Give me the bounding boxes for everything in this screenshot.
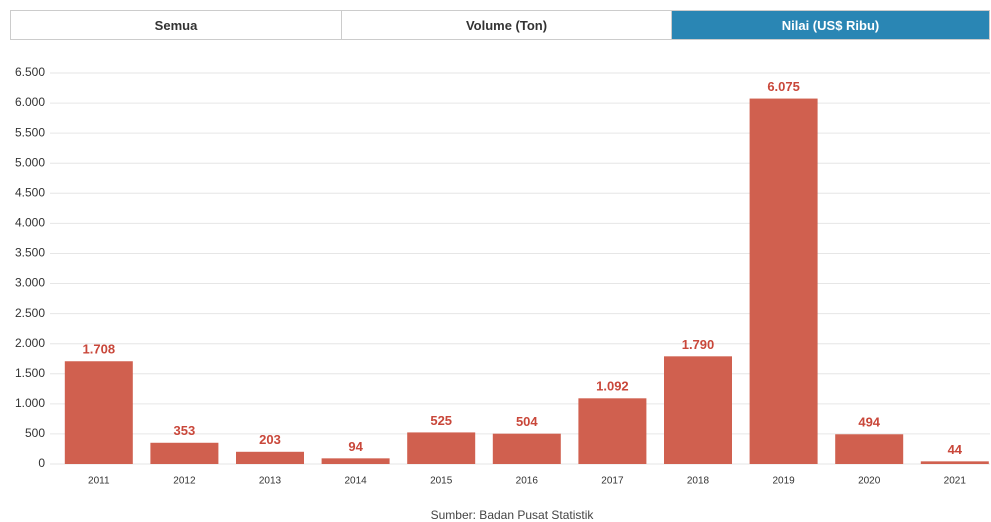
x-tick-label: 2013 bbox=[259, 476, 282, 487]
data-label: 44 bbox=[948, 442, 963, 457]
x-tick-label: 2017 bbox=[601, 476, 624, 487]
bar bbox=[150, 442, 219, 464]
x-tick-label: 2019 bbox=[772, 476, 795, 487]
y-tick-label: 5.000 bbox=[15, 155, 45, 169]
data-label: 6.075 bbox=[767, 79, 800, 94]
bar bbox=[321, 458, 390, 464]
bar bbox=[664, 356, 732, 464]
x-tick-label: 2012 bbox=[173, 476, 196, 487]
tab[interactable]: Volume (Ton) bbox=[342, 11, 672, 39]
y-tick-label: 4.000 bbox=[15, 216, 45, 230]
bar bbox=[920, 461, 989, 464]
data-label: 1.790 bbox=[682, 337, 715, 352]
y-tick-label: 3.500 bbox=[15, 246, 45, 260]
bar bbox=[749, 98, 818, 465]
x-tick-label: 2011 bbox=[88, 476, 110, 487]
y-tick-label: 1.000 bbox=[15, 396, 45, 410]
data-label: 353 bbox=[174, 423, 196, 438]
x-tick-label: 2020 bbox=[858, 476, 881, 487]
y-tick-label: 2.000 bbox=[15, 336, 45, 350]
tab[interactable]: Semua bbox=[11, 11, 342, 39]
tab-active[interactable]: Nilai (US$ Ribu) bbox=[672, 11, 989, 39]
tab-bar: Semua Volume (Ton) Nilai (US$ Ribu) bbox=[10, 10, 990, 40]
y-tick-label: 500 bbox=[25, 426, 45, 440]
bar bbox=[492, 433, 561, 464]
y-tick-label: 5.500 bbox=[15, 125, 45, 139]
x-tick-label: 2014 bbox=[344, 476, 367, 487]
data-label: 94 bbox=[348, 439, 363, 454]
x-tick-label: 2015 bbox=[430, 476, 453, 487]
source-note: Sumber: Badan Pusat Statistik bbox=[431, 508, 595, 522]
data-label: 525 bbox=[430, 413, 452, 428]
y-tick-label: 4.500 bbox=[15, 185, 45, 199]
y-tick-label: 6.500 bbox=[15, 65, 45, 79]
y-tick-label: 0 bbox=[38, 456, 45, 470]
data-label: 1.092 bbox=[596, 379, 629, 394]
x-tick-label: 2016 bbox=[516, 476, 539, 487]
bar bbox=[236, 451, 304, 464]
y-tick-label: 3.000 bbox=[15, 276, 45, 290]
bar bbox=[407, 432, 476, 464]
data-label: 1.708 bbox=[83, 342, 116, 357]
bar bbox=[835, 434, 904, 464]
x-tick-label: 2018 bbox=[687, 476, 710, 487]
bar bbox=[578, 398, 647, 464]
x-tick-label: 2021 bbox=[944, 476, 967, 487]
data-label: 494 bbox=[858, 415, 880, 430]
bar bbox=[64, 361, 133, 464]
y-tick-label: 6.000 bbox=[15, 95, 45, 109]
data-label: 504 bbox=[516, 414, 538, 429]
data-label: 203 bbox=[259, 432, 281, 447]
y-tick-label: 2.500 bbox=[15, 306, 45, 320]
y-tick-label: 1.500 bbox=[15, 366, 45, 380]
